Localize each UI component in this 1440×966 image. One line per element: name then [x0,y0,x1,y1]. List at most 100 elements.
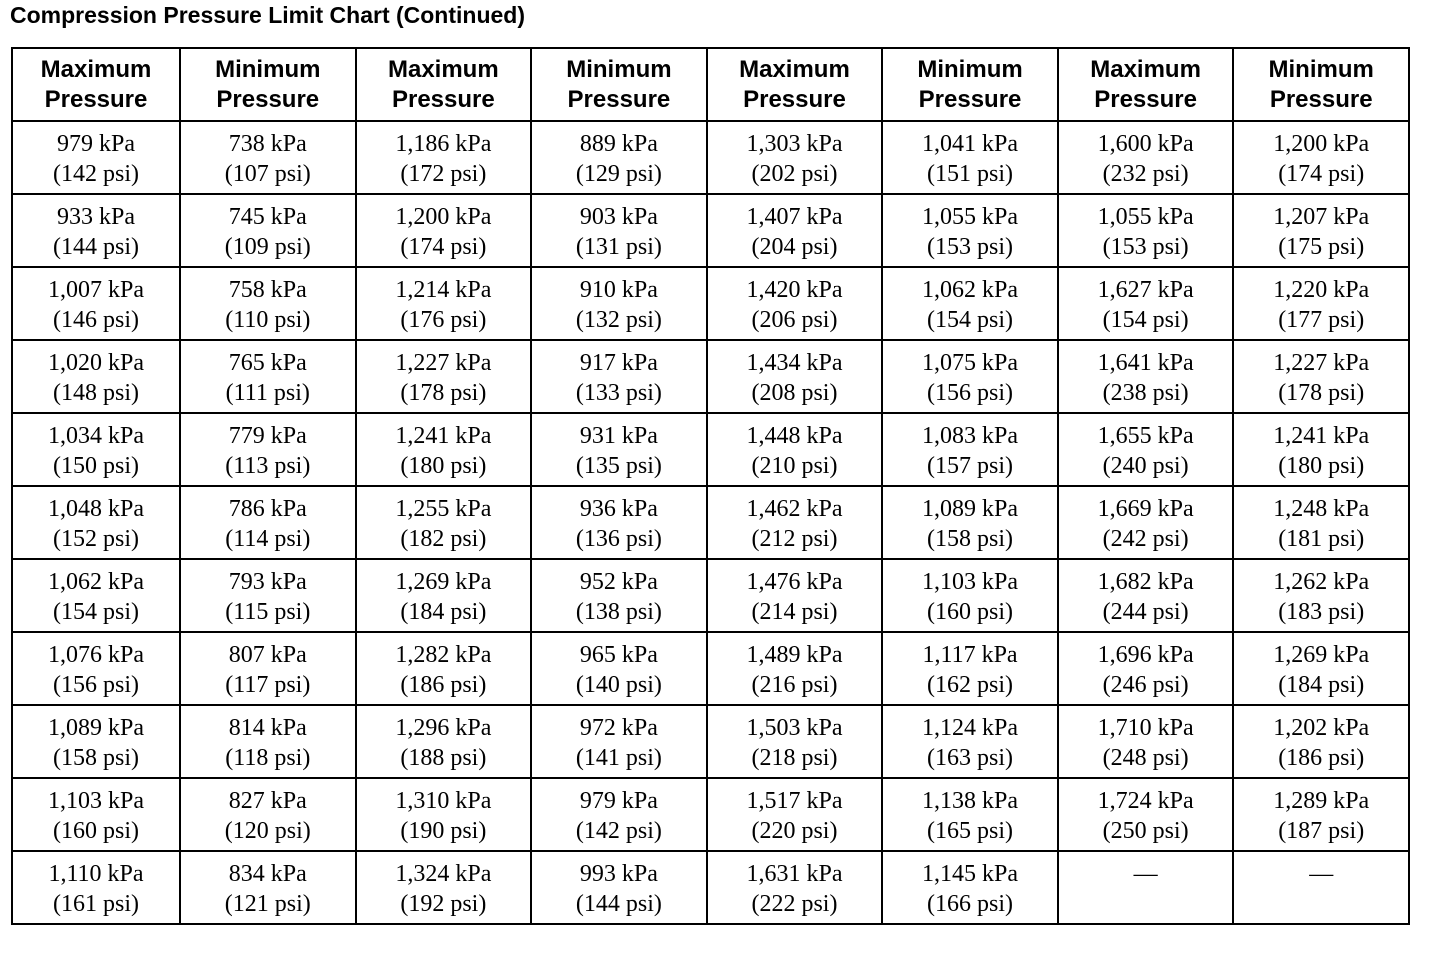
cell-line: 1,214 kPa [395,277,492,303]
cell-line: (248 psi) [1102,745,1189,771]
cell-line: (218 psi) [751,745,838,771]
cell-line: 1,202 kPa [1273,715,1370,741]
cell-line: (148 psi) [53,380,139,406]
table-cell: 738 kPa (107 psi) [179,120,357,195]
cell-line: (151 psi) [927,161,1014,187]
table-cell: 1,282 kPa (186 psi) [354,631,533,706]
table-cell: 1,289 kPa (187 psi) [1232,777,1410,852]
cell-line: (204 psi) [751,234,838,260]
column-header: Maximum Pressure [354,47,533,122]
table-cell: 1,207 kPa (175 psi) [1232,193,1410,268]
cell-line: 1,241 kPa [1273,423,1370,449]
cell-line: Maximum [387,55,499,83]
cell-line: 972 kPa [579,715,658,741]
cell-line: 1,200 kPa [1273,131,1370,157]
cell-line: 1,262 kPa [1273,569,1370,595]
cell-line: (186 psi) [400,672,487,698]
cell-line: 965 kPa [579,642,658,668]
table-cell: 1,007 kPa (146 psi) [11,266,181,341]
cell-line: — [1133,861,1158,887]
cell-line: 786 kPa [228,496,307,522]
cell-line: (190 psi) [400,818,487,844]
table-cell: 1,034 kPa (150 psi) [11,412,181,487]
cell-line: 738 kPa [228,131,307,157]
table-cell: 1,048 kPa (152 psi) [11,485,181,560]
cell-line: Pressure [1094,85,1197,113]
cell-line: 1,200 kPa [395,204,492,230]
table-cell: 889 kPa (129 psi) [530,120,708,195]
cell-line: Pressure [918,85,1022,113]
cell-line: (158 psi) [53,745,139,771]
cell-line: Maximum [40,55,152,83]
table-cell: 1,448 kPa (210 psi) [705,412,884,487]
table-cell: 1,124 kPa (163 psi) [881,704,1059,779]
cell-line: (132 psi) [575,307,662,333]
table-cell: — [1232,850,1410,925]
cell-line: (144 psi) [575,891,662,917]
cell-line: (183 psi) [1278,599,1365,625]
cell-line: (163 psi) [927,745,1014,771]
cell-line: (250 psi) [1102,818,1189,844]
cell-line: (174 psi) [400,234,487,260]
cell-line: (131 psi) [575,234,662,260]
cell-line: (214 psi) [751,599,838,625]
cell-line: (152 psi) [53,526,139,552]
cell-line: (188 psi) [400,745,487,771]
cell-line: 1,600 kPa [1097,131,1194,157]
table-cell: 1,186 kPa (172 psi) [354,120,533,195]
table-cell: 1,420 kPa (206 psi) [705,266,884,341]
table-cell: — [1056,850,1235,925]
table-row: 1,048 kPa (152 psi) 786 kPa (114 psi) 1,255 … [11,485,1410,560]
cell-line: 1,303 kPa [746,131,843,157]
cell-line: 1,186 kPa [395,131,492,157]
cell-line: (216 psi) [751,672,838,698]
table-row: 1,062 kPa (154 psi) 793 kPa (115 psi) 1,269 … [11,558,1410,633]
cell-line: (140 psi) [575,672,662,698]
cell-line: (141 psi) [575,745,662,771]
table-cell: 952 kPa (138 psi) [530,558,708,633]
cell-line: (184 psi) [1278,672,1365,698]
cell-line: (160 psi) [927,599,1014,625]
table-cell: 1,110 kPa (161 psi) [11,850,181,925]
column-header: Maximum Pressure [11,47,181,122]
cell-line: 1,503 kPa [746,715,843,741]
table-cell: 972 kPa (141 psi) [530,704,708,779]
cell-line: 1,448 kPa [746,423,843,449]
table-cell: 1,324 kPa (192 psi) [354,850,533,925]
cell-line: 1,248 kPa [1273,496,1370,522]
pressure-table: Maximum Pressure Minimum Pressure Maximum Pre… [11,47,1410,925]
cell-line: (133 psi) [575,380,662,406]
table-cell: 1,089 kPa (158 psi) [11,704,181,779]
cell-line: 1,020 kPa [48,350,144,376]
table-cell: 1,269 kPa (184 psi) [1232,631,1410,706]
cell-line: 1,434 kPa [746,350,843,376]
cell-line: 1,062 kPa [922,277,1019,303]
table-cell: 903 kPa (131 psi) [530,193,708,268]
column-header: Minimum Pressure [179,47,357,122]
cell-line: (187 psi) [1278,818,1365,844]
table-cell: 1,655 kPa (240 psi) [1056,412,1235,487]
cell-line: Pressure [1269,85,1373,113]
table-cell: 936 kPa (136 psi) [530,485,708,560]
cell-line: 1,145 kPa [922,861,1019,887]
table-cell: 834 kPa (121 psi) [179,850,357,925]
cell-line: Minimum [917,55,1023,83]
cell-line: 1,310 kPa [395,788,492,814]
table-cell: 807 kPa (117 psi) [179,631,357,706]
cell-line: (113 psi) [225,453,311,479]
cell-line: (120 psi) [224,818,311,844]
table-cell: 979 kPa (142 psi) [11,120,181,195]
cell-line: 1,034 kPa [48,423,144,449]
table-cell: 1,202 kPa (186 psi) [1232,704,1410,779]
table-cell: 1,200 kPa (174 psi) [354,193,533,268]
cell-line: (144 psi) [53,234,139,260]
cell-line: 1,048 kPa [48,496,144,522]
column-header: Minimum Pressure [881,47,1059,122]
cell-line: (157 psi) [927,453,1014,479]
cell-line: (146 psi) [53,307,139,333]
cell-line: Pressure [567,85,671,113]
cell-line: (186 psi) [1278,745,1365,771]
table-row: 1,089 kPa (158 psi) 814 kPa (118 psi) 1,296 … [11,704,1410,779]
table-cell: 1,269 kPa (184 psi) [354,558,533,633]
cell-line: (158 psi) [927,526,1014,552]
